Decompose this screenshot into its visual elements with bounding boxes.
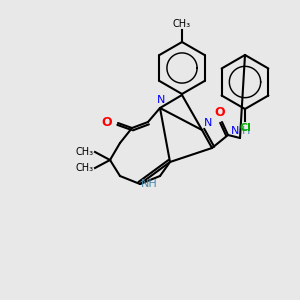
Text: CH₃: CH₃ — [76, 163, 94, 173]
Text: O: O — [215, 106, 225, 119]
Text: H: H — [242, 126, 250, 136]
Text: NH: NH — [141, 179, 158, 189]
Text: Cl: Cl — [239, 123, 251, 133]
Text: N: N — [204, 118, 212, 128]
Text: CH₃: CH₃ — [76, 147, 94, 157]
Text: N: N — [231, 126, 239, 136]
Text: O: O — [101, 116, 112, 128]
Text: CH₃: CH₃ — [173, 19, 191, 29]
Text: N: N — [157, 95, 165, 105]
